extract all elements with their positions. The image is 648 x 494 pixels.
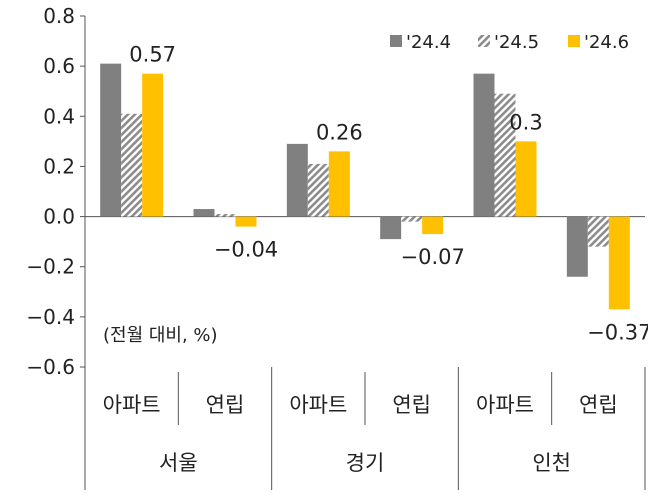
bars (100, 63, 630, 310)
bar-2-4 (401, 216, 423, 222)
data-label: 0.57 (129, 43, 176, 67)
bar-3-3 (328, 151, 350, 217)
legend-label-3: '24.6 (584, 32, 629, 53)
unit-note: (전월 대비, %) (103, 325, 218, 346)
y-tick-label: 0.4 (43, 104, 75, 128)
bar-2-5 (494, 93, 516, 217)
bar-3-5 (515, 141, 537, 217)
x-region-label: 경기 (346, 451, 385, 475)
x-type-label: 연립 (579, 393, 618, 417)
x-type-label: 연립 (206, 393, 245, 417)
bar-1-5 (473, 73, 495, 217)
x-type-label: 연립 (392, 393, 431, 417)
axes: 0.8 0.6 0.4 0.2 0.0 −0.2 −0.4 −0.6 (26, 4, 645, 379)
x-region-label: 인천 (532, 451, 571, 475)
bar-2-2 (214, 214, 236, 217)
y-tick-label: 0.6 (43, 54, 75, 78)
bar-3-2 (235, 216, 257, 227)
y-tick-label: −0.6 (26, 355, 75, 379)
y-tick-label: 0.8 (43, 4, 75, 28)
bar-3-6 (608, 216, 630, 310)
legend-label-1: '24.4 (406, 32, 451, 53)
y-tick-label: 0.2 (43, 154, 75, 178)
data-labels: 0.57 −0.04 0.26 −0.07 0.3 −0.37 (129, 43, 648, 345)
y-tick-label: −0.4 (26, 305, 75, 329)
x-type-label: 아파트 (289, 393, 347, 417)
legend: '24.4 '24.5 '24.6 (390, 32, 629, 53)
bar-2-1 (121, 113, 143, 217)
y-tick-label: 0.0 (43, 205, 75, 229)
data-label: 0.26 (316, 120, 363, 144)
legend-swatch-3 (568, 35, 580, 47)
bar-2-3 (307, 163, 329, 217)
data-label: −0.37 (587, 320, 648, 344)
legend-swatch-1 (390, 35, 402, 47)
x-region-label: 서울 (159, 451, 198, 475)
bar-3-1 (142, 73, 164, 217)
data-label: 0.3 (509, 110, 542, 134)
legend-label-2: '24.5 (494, 32, 539, 53)
y-tick-label: −0.2 (26, 255, 75, 279)
data-label: −0.07 (400, 245, 464, 269)
legend-swatch-2 (478, 35, 490, 47)
bar-1-2 (193, 209, 215, 217)
x-type-label: 아파트 (476, 393, 534, 417)
bar-3-4 (422, 216, 444, 235)
bar-1-6 (566, 216, 588, 277)
x-type-label: 아파트 (103, 393, 161, 417)
bar-1-3 (286, 143, 308, 217)
bar-2-6 (587, 216, 609, 247)
bar-1-1 (100, 63, 122, 217)
bar-1-4 (380, 216, 402, 240)
data-label: −0.04 (214, 238, 278, 262)
